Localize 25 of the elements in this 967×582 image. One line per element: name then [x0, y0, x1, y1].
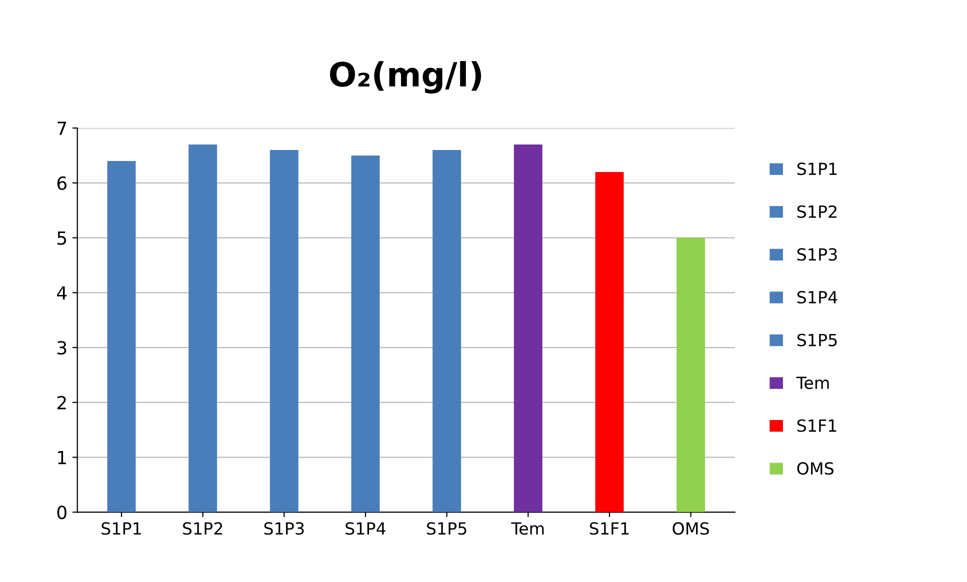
x-tick-label: S1P1	[102, 522, 141, 535]
y-tick-label: 2	[57, 396, 66, 410]
legend-label: S1F1	[797, 419, 836, 432]
y-tick-label: 1	[58, 450, 66, 464]
x-tick-label: S1P3	[264, 522, 304, 535]
legend-label: S1P5	[797, 334, 837, 346]
legend-label: S1P1	[797, 162, 837, 176]
x-tick-label: Tem	[511, 522, 544, 535]
y-tick-label: 6	[57, 176, 66, 190]
x-tick-label: S1F1	[590, 522, 629, 535]
y-tick-label: 5	[58, 231, 66, 245]
y-tick-label: 4	[57, 286, 67, 300]
legend-label: S1P4	[797, 290, 838, 304]
x-tick-label: OMS	[672, 522, 709, 535]
x-tick-label: S1P2	[182, 522, 222, 535]
legend-label: S1P2	[797, 205, 836, 218]
legend-label: S1P3	[797, 248, 837, 261]
y-tick-label: 0	[57, 506, 66, 520]
y-tick-label: 3	[58, 340, 66, 355]
y-tick-label: 7	[58, 122, 66, 135]
x-tick-label: S1P5	[426, 522, 466, 535]
x-tick-label: S1P4	[346, 522, 386, 535]
chart-title: O₂(mg/l)	[330, 61, 482, 94]
legend-label: OMS	[797, 462, 834, 475]
legend-label: Tem	[796, 376, 829, 390]
